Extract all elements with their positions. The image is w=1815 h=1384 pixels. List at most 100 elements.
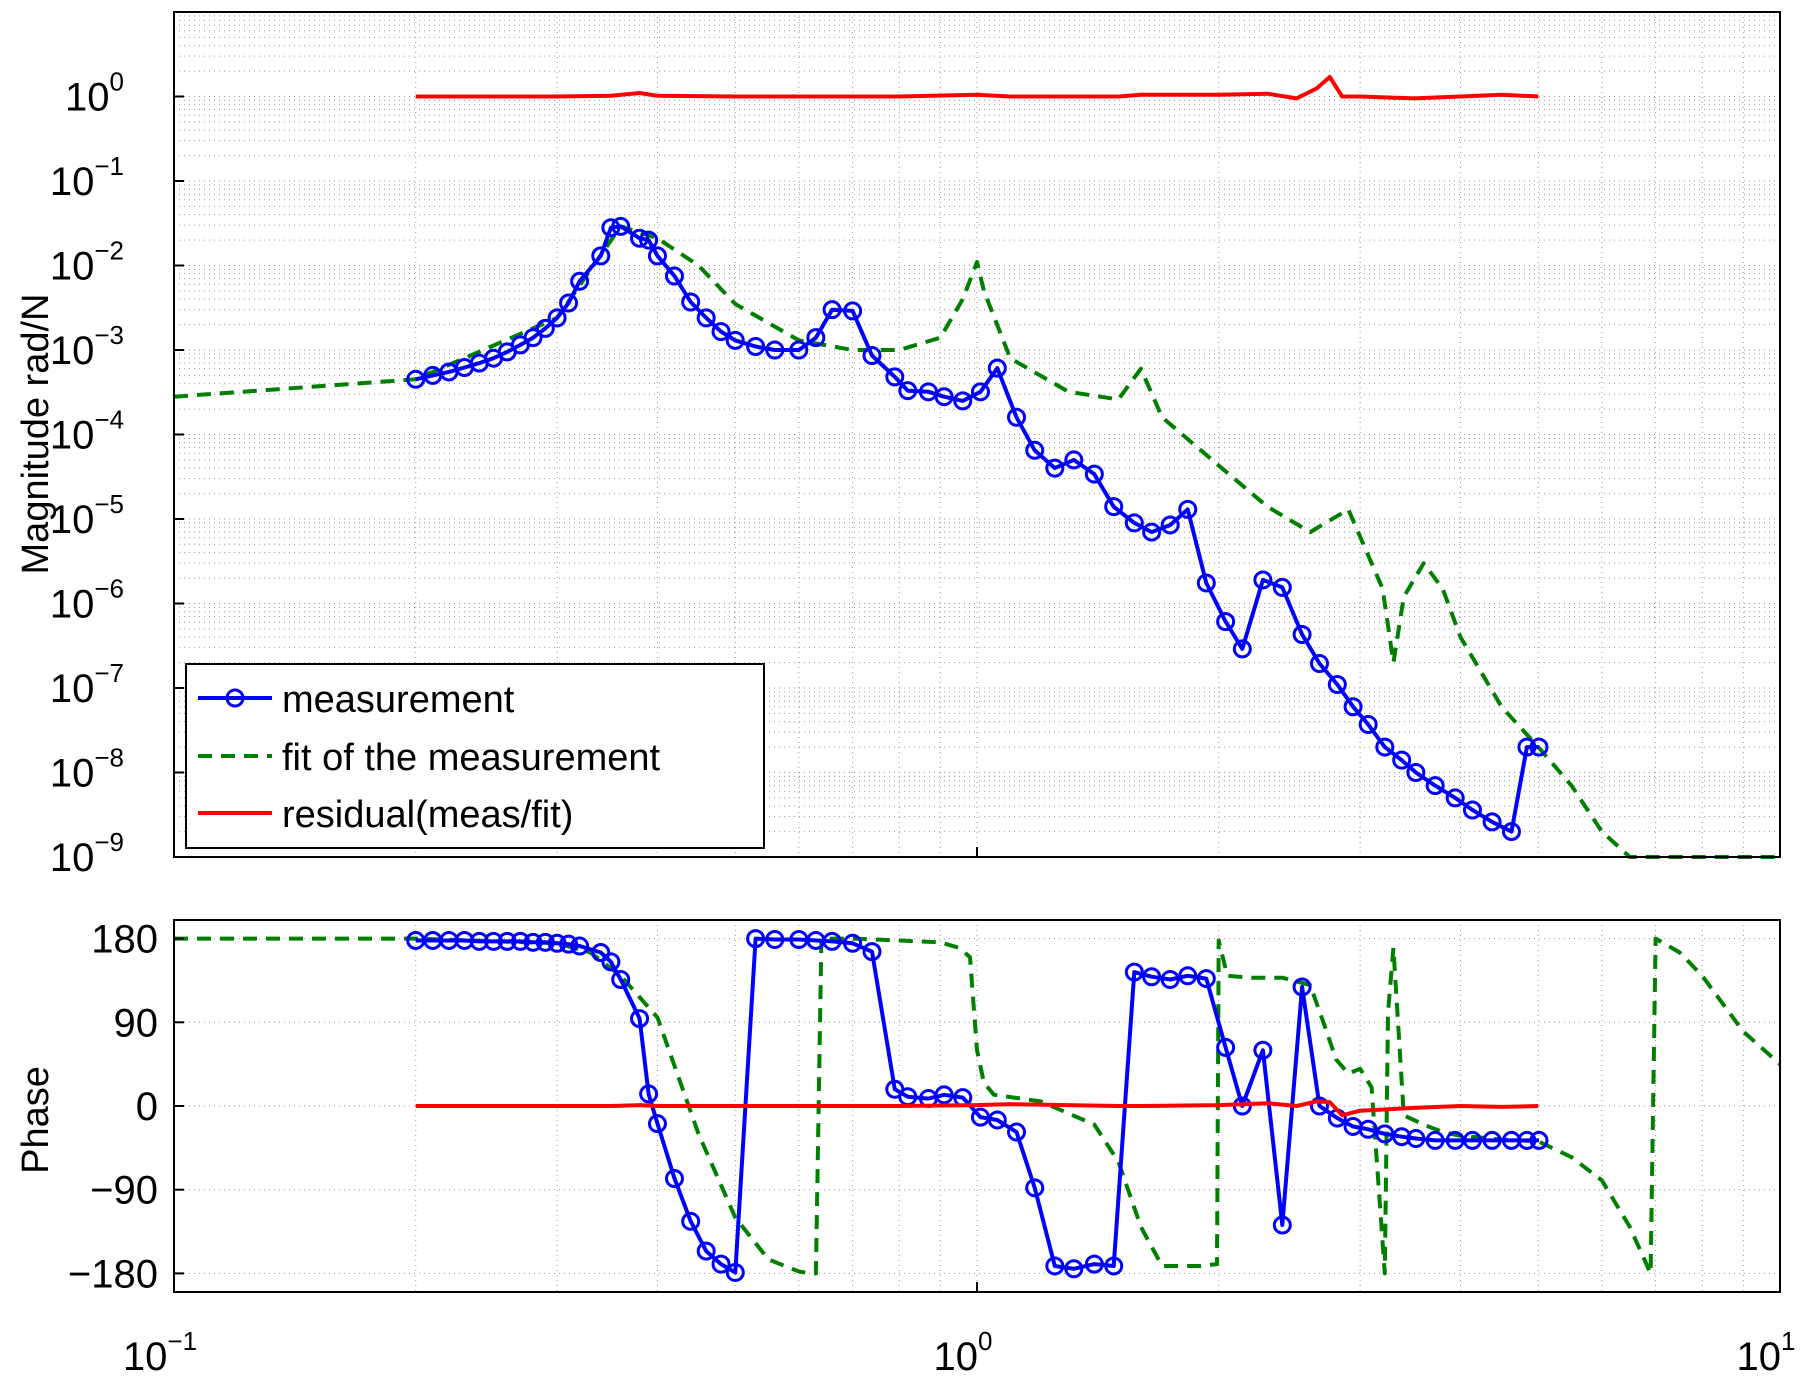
magnitude-point-measurement [987,358,1007,378]
magnitude-y-tick-label: 10−7 [50,658,124,711]
phase-point-measurement [1216,1037,1236,1057]
phase-point-measurement [535,932,555,952]
magnitude-point-measurement [1045,458,1065,478]
magnitude-point-measurement [1104,497,1124,517]
phase-point-measurement [639,1084,659,1104]
magnitude-point-measurement [1084,464,1104,484]
magnitude-point-measurement [806,328,826,348]
phase-point-measurement [497,931,517,951]
magnitude-y-label: Magnitude rad/N [15,294,57,575]
phase-point-measurement [611,970,631,990]
magnitude-point-measurement [725,330,745,350]
magnitude-y-tick-label: 10−9 [50,827,124,880]
phase-point-measurement [559,934,579,954]
magnitude-point-measurement [1124,513,1144,533]
magnitude-y-tick-label: 10−2 [50,236,124,289]
magnitude-point-measurement [696,308,716,328]
magnitude-point-measurement [789,340,809,360]
phase-point-measurement [570,936,590,956]
phase-y-tick-label: 90 [114,1001,159,1045]
legend-label-measurement: measurement [282,679,515,721]
magnitude-point-measurement [1178,499,1198,519]
phase-point-measurement [1025,1178,1045,1198]
phase-point-measurement [725,1262,745,1282]
magnitude-y-tick-label: 100 [65,67,124,120]
magnitude-point-measurement [1253,570,1273,590]
magnitude-point-measurement [547,308,567,328]
phase-point-measurement [664,1169,684,1189]
magnitude-point-measurement [1232,639,1252,659]
magnitude-point-measurement [664,266,684,286]
phase-point-measurement [1142,967,1162,987]
magnitude-point-measurement [1501,822,1521,842]
magnitude-point-measurement [601,218,621,238]
phase-point-measurement [765,930,785,950]
magnitude-point-measurement [862,346,882,366]
magnitude-series [173,75,1780,859]
phase-y-ticks: 180 90 0 −90 −180 [68,918,184,1296]
phase-point-measurement [1178,966,1198,986]
magnitude-point-measurement [681,292,701,312]
magnitude-point-measurement [1272,577,1292,597]
magnitude-point-measurement [970,382,990,402]
phase-point-measurement [484,931,504,951]
phase-point-measurement [1309,1096,1329,1116]
magnitude-point-measurement [822,300,842,320]
magnitude-point-measurement [1160,515,1180,535]
magnitude-point-measurement [523,328,543,348]
magnitude-point-measurement [1375,737,1395,757]
magnitude-point-measurement [843,301,863,321]
magnitude-y-tick-label: 10−3 [50,320,124,373]
magnitude-point-measurement [611,216,631,236]
magnitude-y-tick-label: 10−6 [50,574,124,627]
magnitude-point-measurement [898,381,918,401]
phase-point-measurement [1517,1130,1537,1150]
phase-line-residual-meas-fit- [415,1099,1539,1118]
magnitude-point-measurement [765,340,785,360]
magnitude-point-measurement [647,246,667,266]
magnitude-point-measurement [1327,675,1347,695]
phase-point-measurement [822,931,842,951]
magnitude-point-measurement [1216,612,1236,632]
phase-point-measurement [1124,962,1144,982]
phase-y-tick-label: −90 [90,1169,158,1213]
magnitude-point-measurement [559,293,579,313]
phase-point-measurement [934,1085,954,1105]
legend-label-residual: residual(meas/fit) [282,794,573,836]
magnitude-point-measurement [1482,812,1502,832]
frequency-x-ticks: 10−1 100 101 [123,847,1795,1379]
phase-point-measurement [469,931,489,951]
magnitude-point-measurement [1425,776,1445,796]
magnitude-y-ticks: 100 10−1 10−2 10−3 10−4 10−5 10−6 10−7 10−8 10−9 [50,67,184,880]
magnitude-point-measurement [1142,522,1162,542]
phase-point-measurement [591,943,611,963]
magnitude-point-measurement [1529,737,1549,757]
magnitude-point-measurement [1064,450,1084,470]
magnitude-point-measurement [1445,788,1465,808]
magnitude-line-residual-meas-fit- [415,75,1539,101]
phase-plot: 180 90 0 −90 −180 10−1 100 101 Phase [15,847,1795,1379]
magnitude-y-tick-label: 10−5 [50,489,124,542]
magnitude-point-measurement [1343,697,1363,717]
magnitude-point-measurement [1196,573,1216,593]
phase-point-measurement [1104,1256,1124,1276]
phase-point-measurement [1064,1259,1084,1279]
phase-point-measurement [711,1254,731,1274]
phase-point-measurement [601,952,621,972]
phase-point-measurement [746,929,766,949]
phase-point-measurement [681,1211,701,1231]
magnitude-y-tick-label: 10−4 [50,405,124,458]
magnitude-point-measurement [1358,714,1378,734]
phase-point-measurement [1292,977,1312,997]
phase-point-measurement [510,931,530,951]
magnitude-y-tick-label: 10−8 [50,743,124,796]
phase-y-tick-label: 0 [136,1085,158,1129]
phase-point-measurement [1406,1129,1426,1149]
phase-point-measurement [696,1241,716,1261]
phase-point-measurement [1392,1127,1412,1147]
magnitude-line-fit-of-the-measurement [173,224,1780,859]
phase-point-measurement [547,933,567,953]
phase-y-label: Phase [15,1066,57,1174]
phase-point-measurement [1425,1130,1445,1150]
legend-marker-measurement [225,688,245,708]
